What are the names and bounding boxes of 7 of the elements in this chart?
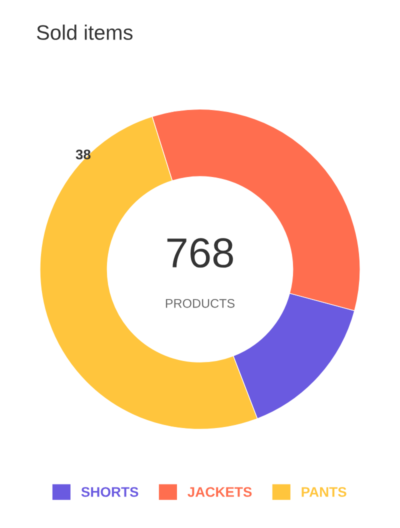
legend-label: PANTS	[302, 487, 346, 497]
legend-label: JACKETS	[188, 487, 252, 497]
text: 768	[167, 238, 233, 268]
text: PRODUCTS	[166, 298, 234, 308]
legend-label: SHORTS	[81, 487, 138, 497]
chart-title: Sold items	[36, 24, 133, 40]
text: 38	[76, 150, 90, 160]
